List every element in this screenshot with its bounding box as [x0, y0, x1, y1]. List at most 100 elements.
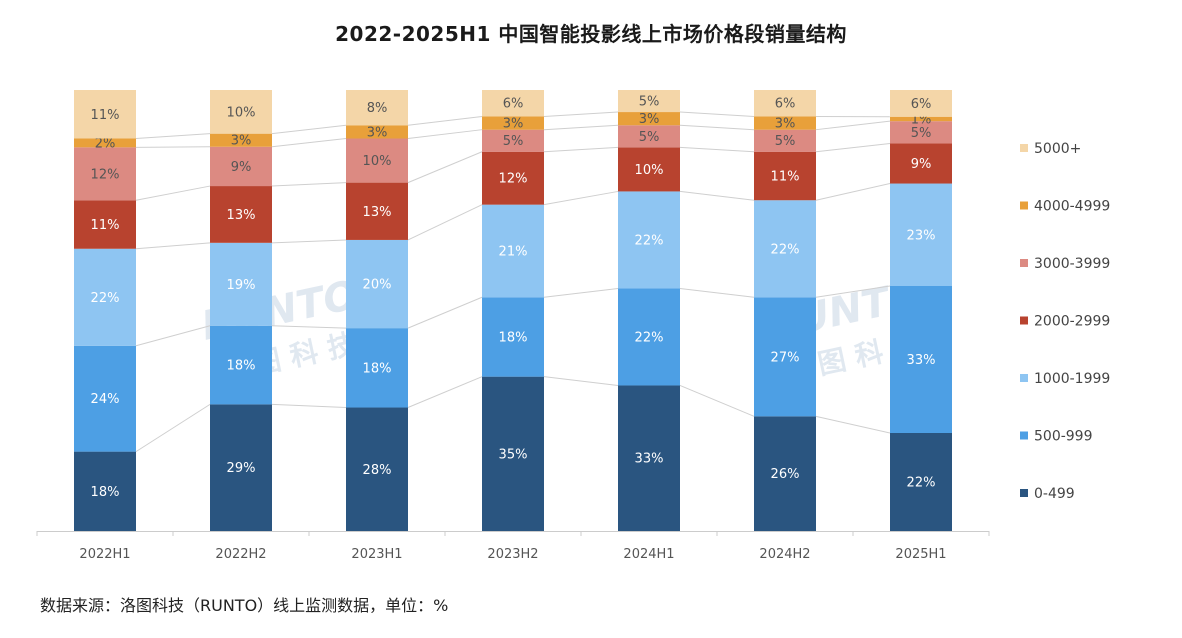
bar-segment-0-499-2024H2: [754, 416, 816, 531]
data-label: 3%: [503, 117, 524, 132]
legend-label: 3000-3999: [1034, 256, 1110, 272]
bar-segment-2000-2999-2023H1: [346, 182, 408, 240]
bar-segment-5000+-2023H1: [346, 90, 408, 126]
legend-swatch: [1020, 489, 1028, 497]
bar-segment-4000-4999-2025H1: [890, 116, 952, 122]
connector-line: [271, 182, 347, 187]
x-tick-label: 2022H2: [215, 547, 266, 562]
bar-segment-5000+-2022H1: [74, 90, 136, 139]
bar-segment-0-499-2023H2: [482, 376, 544, 531]
connector-line: [679, 190, 755, 201]
connector-line: [135, 242, 211, 250]
data-label: 29%: [227, 461, 256, 476]
chart-title: 2022-2025H1 中国智能投影线上市场价格段销量结构: [335, 22, 847, 46]
data-label: 5%: [639, 95, 660, 110]
connector-line: [679, 146, 755, 153]
data-label: 18%: [499, 330, 528, 345]
x-tick-label: 2024H2: [759, 547, 810, 562]
bar-segment-3000-3999-2022H2: [210, 146, 272, 187]
data-label: 28%: [363, 463, 392, 478]
data-label: 12%: [499, 172, 528, 187]
data-label: 33%: [635, 452, 664, 467]
connector-line: [271, 403, 347, 409]
bar-segment-1000-1999-2023H1: [346, 239, 408, 329]
data-label: 3%: [775, 117, 796, 132]
bar-segment-4000-4999-2024H1: [618, 112, 680, 126]
bar-segment-2000-2999-2024H2: [754, 151, 816, 201]
legend-label: 5000+: [1034, 141, 1081, 157]
x-tick-label: 2025H1: [895, 547, 946, 562]
bar-segment-500-999-2024H1: [618, 288, 680, 386]
connector-line: [543, 190, 619, 206]
connector-line: [543, 146, 619, 153]
bar-segment-3000-3999-2023H2: [482, 129, 544, 152]
data-label: 8%: [367, 101, 388, 116]
bar-segment-500-999-2025H1: [890, 286, 952, 433]
bar-segment-500-999-2024H2: [754, 297, 816, 417]
bar-segment-1000-1999-2025H1: [890, 183, 952, 286]
bar-segment-1000-1999-2024H1: [618, 191, 680, 289]
data-label: 6%: [911, 97, 932, 112]
bar-segment-0-499-2022H2: [210, 404, 272, 531]
bar-segment-3000-3999-2024H1: [618, 125, 680, 148]
legend-swatch: [1020, 259, 1028, 267]
legend-swatch: [1020, 144, 1028, 152]
bar-segment-500-999-2023H2: [482, 297, 544, 377]
connector-line: [135, 185, 211, 201]
data-label: 33%: [907, 353, 936, 368]
data-label: 35%: [499, 447, 528, 462]
data-label: 10%: [635, 163, 664, 178]
bar-segment-4000-4999-2024H2: [754, 116, 816, 130]
connector-line: [679, 287, 755, 298]
bar-segment-4000-4999-2023H2: [482, 116, 544, 130]
data-label: 5%: [775, 134, 796, 149]
connector-line: [407, 129, 483, 140]
bars: 18% 24% 22% 11% 12% 2% 11% 29% 18% 19% 13% 9% 3% 10% 2…: [74, 90, 952, 531]
bar-segment-5000+-2023H2: [482, 90, 544, 117]
legend-label: 500-999: [1034, 429, 1093, 445]
connector-line: [407, 376, 483, 408]
connector-line: [679, 111, 755, 117]
legend-label: 1000-1999: [1034, 371, 1110, 387]
bar-segment-2000-2999-2022H2: [210, 186, 272, 243]
data-label: 3%: [231, 134, 252, 149]
bar-segment-4000-4999-2022H2: [210, 133, 272, 147]
connector-line: [815, 183, 891, 201]
data-label: 23%: [907, 228, 936, 243]
x-tick-label: 2023H1: [351, 547, 402, 562]
connector-line: [135, 146, 211, 148]
x-axis: [36, 531, 990, 536]
legend-label: 0-499: [1034, 486, 1075, 502]
bar-segment-500-999-2022H1: [74, 345, 136, 452]
data-label: 27%: [771, 350, 800, 365]
connector-line: [543, 287, 619, 298]
connector-line: [271, 239, 347, 244]
bar-segment-500-999-2023H1: [346, 328, 408, 408]
connector-lines: [135, 111, 891, 453]
bar-segment-1000-1999-2023H2: [482, 204, 544, 298]
bar-segment-500-999-2022H2: [210, 325, 272, 405]
connector-line: [135, 325, 211, 347]
bar-segment-0-499-2025H1: [890, 433, 952, 531]
bar-segment-0-499-2023H1: [346, 407, 408, 531]
connector-line: [271, 138, 347, 148]
connector-line: [407, 115, 483, 126]
data-label: 18%: [363, 361, 392, 376]
data-label: 9%: [231, 160, 252, 175]
bar-segment-0-499-2024H1: [618, 385, 680, 531]
legend-swatch: [1020, 201, 1028, 210]
data-label: 18%: [227, 359, 256, 374]
connector-line: [815, 142, 891, 153]
bar-segment-0-499-2022H1: [74, 451, 136, 531]
data-label: 5%: [639, 130, 660, 145]
x-tick-labels: 2022H1 2022H2 2023H1 2023H2 2024H1 2024H2 2025…: [79, 547, 946, 562]
bar-segment-2000-2999-2025H1: [890, 143, 952, 184]
bar-segment-4000-4999-2022H1: [74, 138, 136, 148]
bar-segment-3000-3999-2022H1: [74, 147, 136, 201]
data-label: 22%: [635, 233, 664, 248]
legend-swatch: [1020, 316, 1028, 325]
data-label: 6%: [503, 97, 524, 112]
bar-segment-3000-3999-2023H1: [346, 138, 408, 183]
connector-line: [543, 376, 619, 386]
